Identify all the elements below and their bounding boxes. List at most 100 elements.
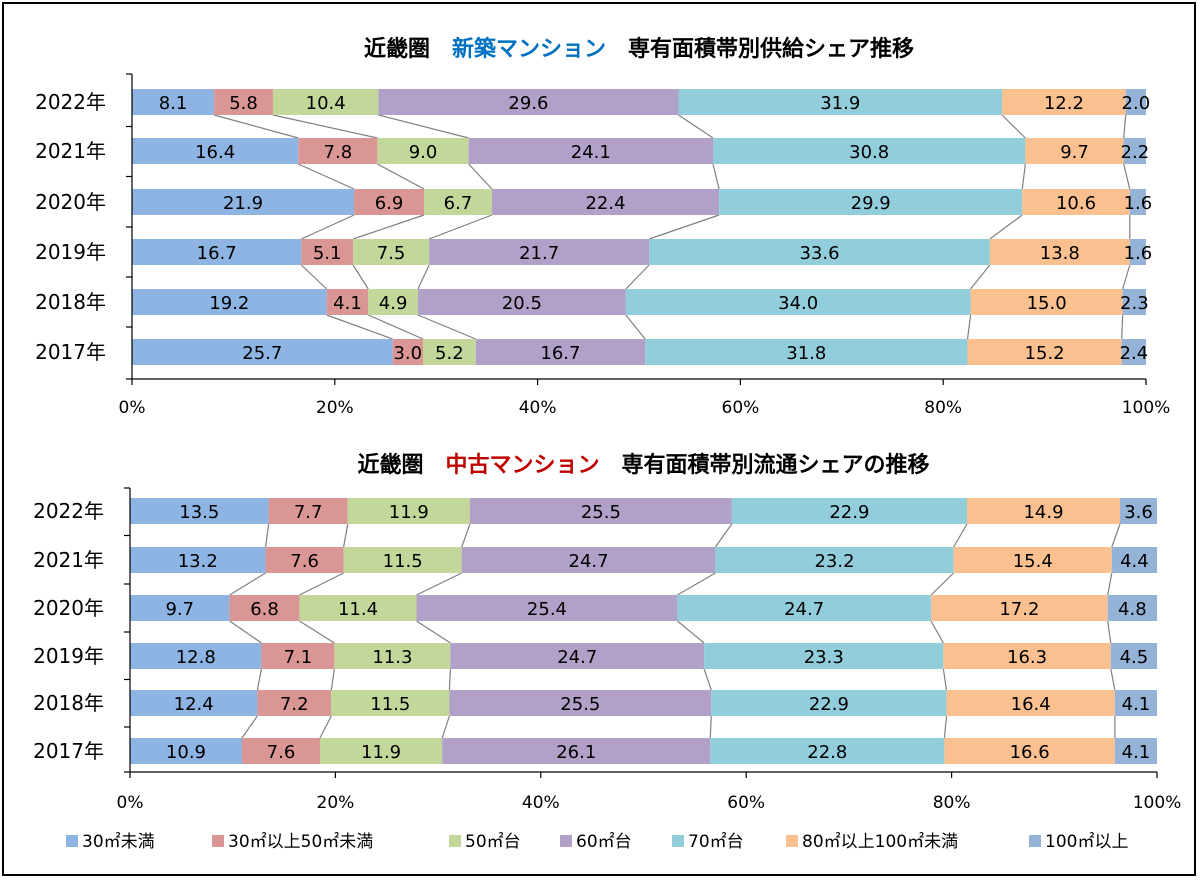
category-label: 2017年 [33, 739, 104, 763]
series-line [1107, 572, 1113, 596]
series-line [448, 668, 452, 691]
bar-segment [625, 289, 971, 315]
series-line [319, 715, 332, 739]
data-label: 22.9 [829, 502, 869, 523]
data-label: 24.7 [557, 647, 597, 668]
legend-label: 30㎡以上50㎡未満 [228, 832, 373, 852]
data-label: 22.9 [809, 694, 849, 715]
bar-segment [368, 289, 418, 315]
bar-segment [423, 339, 476, 365]
x-tick-label: 20% [317, 793, 355, 813]
bar-segment [299, 595, 417, 621]
x-tick-label: 100% [1122, 398, 1171, 418]
data-label: 34.0 [778, 293, 818, 314]
series-line [326, 314, 393, 340]
category-label: 2020年 [33, 596, 104, 620]
title-suffix: 専有面積帯別供給シェア推移 [606, 36, 914, 62]
series-line [298, 163, 355, 190]
bar-segment [130, 595, 230, 621]
data-label: 4.4 [1120, 551, 1149, 572]
legend-label: 50㎡台 [465, 832, 521, 852]
legend-swatch [1029, 835, 1041, 847]
data-label: 13.2 [178, 551, 218, 572]
category-label: 2019年 [33, 644, 104, 668]
data-label: 4.5 [1120, 647, 1149, 668]
data-label: 19.2 [209, 293, 249, 314]
bar-segment [1121, 339, 1146, 365]
bar-segment [491, 189, 720, 215]
bar-segment [261, 643, 335, 669]
category-label: 2019年 [35, 240, 106, 264]
series-line [712, 163, 720, 190]
data-label: 4.1 [333, 293, 362, 314]
data-label: 33.6 [799, 243, 839, 264]
bar-segment [1129, 239, 1146, 265]
bar-segment [1120, 498, 1157, 524]
series-line [625, 314, 646, 340]
data-label: 8.1 [159, 93, 188, 114]
data-label: 4.1 [1122, 742, 1151, 763]
bar-segment [392, 339, 424, 365]
bar-segment [1114, 690, 1157, 716]
data-label: 2.4 [1120, 343, 1149, 364]
data-label: 26.1 [556, 742, 596, 763]
data-label: 20.5 [502, 293, 542, 314]
category-label: 2018年 [33, 691, 104, 715]
data-label: 14.9 [1023, 502, 1063, 523]
bar-segment [442, 738, 711, 764]
series-line [352, 264, 369, 290]
data-label: 24.1 [571, 142, 611, 163]
data-label: 29.6 [508, 93, 548, 114]
bar-segment [268, 498, 348, 524]
bar-segment [1123, 138, 1146, 164]
data-label: 7.5 [377, 243, 406, 264]
data-label: 21.9 [223, 193, 263, 214]
legend-label: 100㎡以上 [1045, 832, 1128, 852]
bar-segment [343, 547, 462, 573]
series-line [709, 715, 712, 739]
data-label: 1.6 [1124, 243, 1153, 264]
title-highlight: 新築マンション [452, 36, 606, 62]
bar-segment [132, 89, 215, 115]
legend-swatch [212, 835, 224, 847]
series-line [648, 214, 720, 240]
title-prefix: 近畿圏 [357, 452, 445, 478]
data-label: 31.8 [786, 343, 826, 364]
bar-segment [429, 239, 650, 265]
data-label: 7.8 [324, 142, 353, 163]
series-line [930, 620, 944, 644]
data-label: 16.7 [540, 343, 580, 364]
series-line [417, 264, 430, 290]
data-label: 11.9 [361, 742, 401, 763]
bar-segment [416, 595, 678, 621]
bar-segment [1002, 89, 1126, 115]
bar-segment [450, 643, 705, 669]
data-label: 15.0 [1027, 293, 1067, 314]
data-label: 31.9 [820, 93, 860, 114]
x-tick-label: 40% [519, 398, 557, 418]
data-label: 16.7 [197, 243, 237, 264]
series-line [343, 523, 349, 548]
bar-segment [326, 289, 369, 315]
bar-segment [678, 89, 1003, 115]
data-label: 16.4 [195, 142, 235, 163]
series-line [299, 620, 335, 644]
series-line [416, 620, 451, 644]
bar-segment [468, 138, 714, 164]
data-label: 13.5 [179, 502, 219, 523]
category-label: 2021年 [35, 139, 106, 163]
series-line [378, 114, 469, 139]
series-line [352, 214, 425, 240]
series-line [330, 668, 335, 691]
bar-segment [989, 239, 1130, 265]
series-line [461, 523, 471, 548]
bar-segment [229, 595, 300, 621]
series-line [368, 314, 424, 340]
data-label: 15.2 [1025, 343, 1065, 364]
bar-segment [967, 339, 1122, 365]
data-label: 23.3 [804, 647, 844, 668]
data-label: 7.1 [284, 647, 313, 668]
series-line [677, 620, 705, 644]
bar-segment [645, 339, 968, 365]
bar-segment [354, 189, 425, 215]
